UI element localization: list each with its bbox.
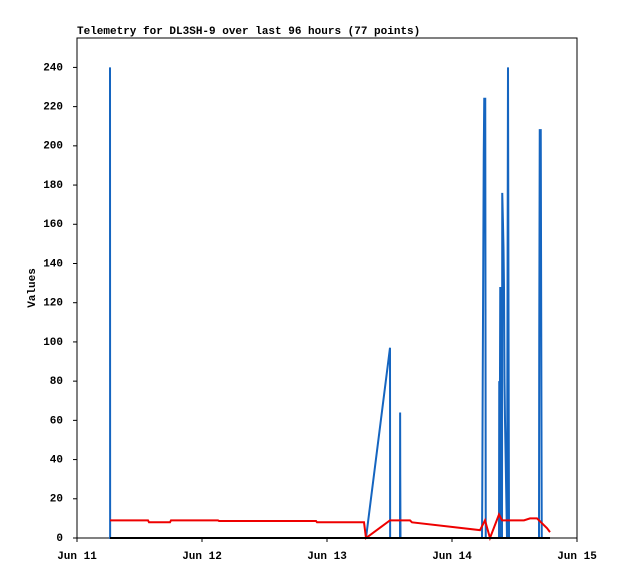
y-tick-label: 80 — [50, 376, 63, 388]
series-line — [109, 67, 543, 539]
x-tick-label: Jun 14 — [432, 551, 472, 563]
y-tick-label: 140 — [43, 258, 63, 270]
y-axis-label: Values — [27, 268, 39, 308]
x-tick-label: Jun 13 — [307, 551, 347, 563]
series-line — [110, 512, 551, 542]
x-tick-label: Jun 15 — [557, 551, 597, 563]
y-tick-label: 120 — [43, 298, 63, 310]
x-tick-label: Jun 11 — [57, 551, 97, 563]
y-tick-label: 100 — [43, 337, 63, 349]
y-tick-label: 240 — [43, 62, 63, 74]
chart-title: Telemetry for DL3SH-9 over last 96 hours… — [77, 26, 420, 38]
y-tick-label: 220 — [43, 102, 63, 114]
y-tick-label: 60 — [50, 415, 63, 427]
y-tick-label: 160 — [43, 219, 63, 231]
y-tick-label: 0 — [56, 533, 63, 545]
y-tick-label: 40 — [50, 454, 63, 466]
y-tick-label: 200 — [43, 141, 63, 153]
y-tick-label: 180 — [43, 180, 63, 192]
y-tick-label: 20 — [50, 494, 63, 506]
x-tick-label: Jun 12 — [182, 551, 222, 563]
